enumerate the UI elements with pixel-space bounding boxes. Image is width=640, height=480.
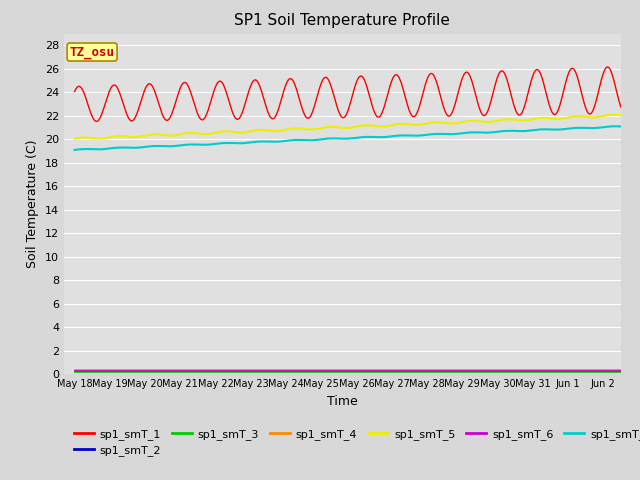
Text: TZ_osu: TZ_osu — [70, 46, 115, 59]
sp1_smT_6 — [71, 369, 79, 374]
sp1_smT_5 — [617, 112, 625, 118]
sp1_smT_3 — [463, 369, 470, 375]
sp1_smT_4 — [476, 367, 483, 373]
sp1_smT_3 — [71, 369, 79, 375]
sp1_smT_7 — [611, 123, 619, 129]
sp1_smT_4 — [463, 367, 470, 373]
sp1_smT_1 — [463, 70, 471, 75]
sp1_smT_3 — [73, 369, 81, 375]
sp1_smT_5 — [147, 132, 155, 138]
sp1_smT_7 — [617, 123, 625, 129]
sp1_smT_2 — [71, 368, 79, 374]
sp1_smT_4 — [73, 367, 81, 373]
sp1_smT_1 — [617, 104, 625, 110]
sp1_smT_6 — [617, 369, 625, 374]
sp1_smT_1 — [148, 83, 156, 88]
sp1_smT_7 — [463, 130, 470, 136]
sp1_smT_6 — [73, 369, 81, 374]
Line: sp1_smT_5: sp1_smT_5 — [75, 115, 621, 139]
sp1_smT_3 — [324, 369, 332, 375]
Legend: sp1_smT_1, sp1_smT_2, sp1_smT_3, sp1_smT_4, sp1_smT_5, sp1_smT_6, sp1_smT_7: sp1_smT_1, sp1_smT_2, sp1_smT_3, sp1_smT… — [70, 424, 640, 460]
sp1_smT_2 — [147, 368, 155, 374]
sp1_smT_6 — [324, 369, 332, 374]
sp1_smT_4 — [71, 367, 79, 373]
sp1_smT_5 — [304, 127, 312, 132]
sp1_smT_6 — [304, 369, 312, 374]
sp1_smT_7 — [71, 147, 79, 153]
sp1_smT_7 — [147, 144, 155, 149]
Line: sp1_smT_1: sp1_smT_1 — [75, 67, 621, 121]
sp1_smT_4 — [304, 367, 312, 373]
sp1_smT_5 — [476, 119, 483, 124]
sp1_smT_1 — [604, 64, 611, 70]
sp1_smT_2 — [304, 368, 312, 374]
sp1_smT_1 — [477, 108, 484, 114]
sp1_smT_1 — [71, 89, 79, 95]
sp1_smT_6 — [476, 369, 483, 374]
sp1_smT_7 — [324, 136, 332, 142]
sp1_smT_3 — [476, 369, 483, 375]
sp1_smT_5 — [73, 135, 81, 141]
sp1_smT_2 — [324, 368, 332, 374]
sp1_smT_5 — [463, 119, 470, 124]
Title: SP1 Soil Temperature Profile: SP1 Soil Temperature Profile — [234, 13, 451, 28]
sp1_smT_3 — [304, 369, 312, 375]
sp1_smT_4 — [147, 367, 155, 373]
sp1_smT_2 — [617, 368, 625, 374]
sp1_smT_7 — [304, 137, 312, 143]
sp1_smT_2 — [476, 368, 483, 374]
sp1_smT_1 — [325, 78, 333, 84]
sp1_smT_5 — [71, 136, 79, 142]
sp1_smT_4 — [617, 367, 625, 373]
sp1_smT_3 — [147, 369, 155, 375]
sp1_smT_3 — [617, 369, 625, 375]
sp1_smT_1 — [93, 119, 100, 124]
sp1_smT_7 — [73, 147, 81, 153]
Y-axis label: Soil Temperature (C): Soil Temperature (C) — [26, 140, 39, 268]
X-axis label: Time: Time — [327, 395, 358, 408]
sp1_smT_1 — [305, 115, 312, 121]
sp1_smT_6 — [463, 369, 470, 374]
sp1_smT_6 — [147, 369, 155, 374]
Line: sp1_smT_7: sp1_smT_7 — [75, 126, 621, 150]
sp1_smT_2 — [73, 368, 81, 374]
sp1_smT_4 — [324, 367, 332, 373]
sp1_smT_5 — [610, 112, 618, 118]
sp1_smT_2 — [463, 368, 470, 374]
sp1_smT_5 — [324, 124, 332, 130]
sp1_smT_1 — [73, 85, 81, 91]
sp1_smT_7 — [476, 130, 483, 135]
